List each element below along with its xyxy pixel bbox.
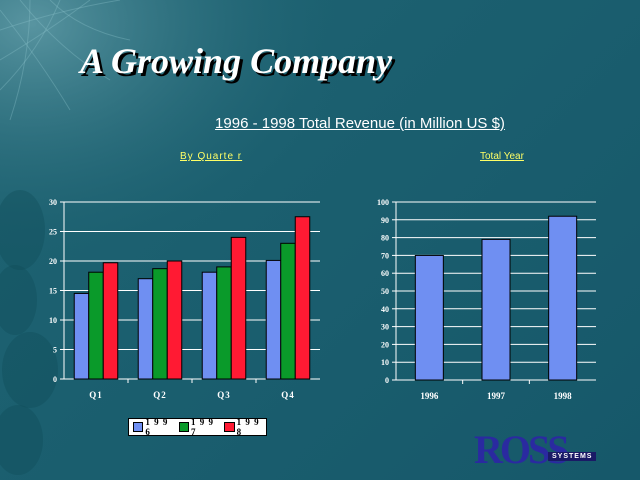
bar-Q3-1998 xyxy=(230,236,247,380)
y-tick-label: 50 xyxy=(381,287,389,296)
y-tick-label: 90 xyxy=(381,216,389,225)
x-tick-label: Q1 xyxy=(89,390,103,400)
chart-legend: 1 9 9 6 1 9 9 7 1 9 9 8 xyxy=(128,417,267,437)
y-tick-label: 20 xyxy=(49,257,57,266)
y-tick-label: 0 xyxy=(385,376,389,385)
ross-systems-logo: ROSS SYSTEMS xyxy=(474,427,597,472)
bar-1997-total xyxy=(481,238,511,381)
legend-item-1996: 1 9 9 6 xyxy=(133,417,175,437)
logo-badge: SYSTEMS xyxy=(548,452,597,461)
y-tick-label: 60 xyxy=(381,269,389,278)
y-tick-label: 25 xyxy=(49,228,57,237)
bar-Q2-1998 xyxy=(166,260,183,380)
legend-item-1998: 1 9 9 8 xyxy=(224,417,266,437)
y-tick-label: 10 xyxy=(381,358,389,367)
y-tick-label: 30 xyxy=(381,323,389,332)
slide-subtitle: 1996 - 1998 Total Revenue (in Million US… xyxy=(215,115,505,132)
y-tick-label: 30 xyxy=(49,198,57,207)
legend-label-1997: 1 9 9 7 xyxy=(190,417,214,437)
legend-swatch-1996 xyxy=(133,422,144,432)
total-year-label: Total Year xyxy=(480,151,524,162)
x-tick-label: Q4 xyxy=(281,390,295,400)
y-tick-label: 70 xyxy=(381,251,389,260)
y-tick-label: 80 xyxy=(381,234,389,243)
y-tick-label: 20 xyxy=(381,340,389,349)
legend-swatch-1998 xyxy=(224,422,235,432)
y-tick-label: 100 xyxy=(377,198,389,207)
y-tick-label: 5 xyxy=(53,346,57,355)
legend-item-1997: 1 9 9 7 xyxy=(178,417,221,437)
bar-Q4-1998 xyxy=(294,216,311,380)
y-tick-label: 0 xyxy=(53,375,57,384)
x-tick-label: 1997 xyxy=(487,391,506,401)
bar-1998-total xyxy=(548,215,578,381)
legend-label-1996: 1 9 9 6 xyxy=(145,417,169,437)
slide-title: A Growing Company xyxy=(80,41,393,81)
x-tick-label: Q3 xyxy=(217,390,231,400)
y-tick-label: 10 xyxy=(49,316,57,325)
x-tick-label: Q2 xyxy=(153,390,167,400)
y-tick-label: 40 xyxy=(381,305,389,314)
by-quarter-label: By Quarte r xyxy=(180,151,243,162)
x-tick-label: 1996 xyxy=(420,391,439,401)
legend-label-1998: 1 9 9 8 xyxy=(236,417,260,437)
logo-text: ROSS xyxy=(474,427,569,472)
bar-Q1-1998 xyxy=(102,262,119,380)
x-tick-label: 1998 xyxy=(554,391,573,401)
legend-swatch-1997 xyxy=(178,422,189,432)
bar-1996-total xyxy=(414,254,444,381)
y-tick-label: 15 xyxy=(49,287,57,296)
